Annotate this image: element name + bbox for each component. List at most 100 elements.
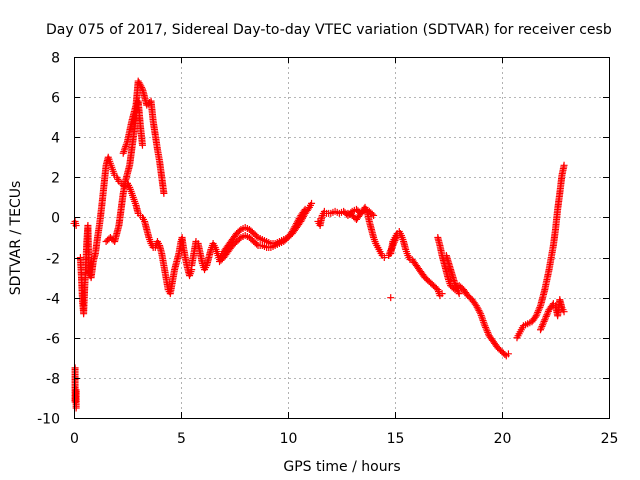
data-point <box>370 211 378 219</box>
data-point <box>291 223 299 231</box>
data-point <box>294 216 302 224</box>
data-point <box>119 149 127 157</box>
data-point <box>300 207 308 215</box>
data-point <box>484 328 492 336</box>
data-point <box>543 311 551 319</box>
data-point <box>544 309 552 317</box>
data-point <box>385 252 393 260</box>
data-point <box>390 238 398 246</box>
data-point <box>438 290 446 298</box>
data-point <box>480 318 488 326</box>
data-point <box>134 77 142 85</box>
data-point <box>368 210 376 218</box>
data-point <box>387 247 395 255</box>
data-point <box>380 254 388 262</box>
data-point <box>385 250 393 258</box>
data-point <box>537 326 545 334</box>
data-point <box>120 146 128 154</box>
data-point <box>474 305 482 313</box>
data-point <box>123 139 131 147</box>
data-point <box>293 219 301 227</box>
data-point <box>504 350 512 358</box>
data-point <box>539 319 547 327</box>
data-point <box>121 144 129 152</box>
axis-ticks: 0 5 10 15 20 25 -10 -8 -6 -4 -2 0 2 4 6 8 <box>37 51 618 448</box>
data-point <box>393 231 401 239</box>
data-point <box>452 283 460 291</box>
data-point <box>72 404 80 412</box>
data-point <box>475 307 483 315</box>
data-point <box>533 310 541 318</box>
data-point <box>454 288 462 296</box>
x-tick-label: 5 <box>177 431 186 447</box>
data-point <box>451 280 459 288</box>
data-point <box>138 141 146 149</box>
data-point <box>539 321 547 329</box>
data-point <box>392 233 400 241</box>
data-point <box>391 237 399 245</box>
data-point <box>560 161 568 169</box>
data-point <box>389 242 397 250</box>
data-point <box>477 310 485 318</box>
data-point <box>120 148 128 156</box>
data-point <box>235 227 243 235</box>
y-tick-label: -6 <box>46 332 60 348</box>
data-point <box>386 248 394 256</box>
data-point <box>542 314 550 322</box>
data-point <box>301 205 309 213</box>
y-tick-label: -4 <box>46 292 60 308</box>
data-point <box>534 307 542 315</box>
data-point <box>534 308 542 316</box>
y-tick-label: 2 <box>51 171 60 187</box>
x-tick-label: 25 <box>601 431 619 447</box>
data-point <box>452 281 460 289</box>
data-point <box>295 215 303 223</box>
data-point <box>455 290 463 298</box>
y-tick-label: 4 <box>51 131 60 147</box>
y-axis-label: SDTVAR / TECUs <box>8 181 24 296</box>
data-point <box>390 240 398 248</box>
data-point <box>453 285 461 293</box>
y-tick-label: 0 <box>51 211 60 227</box>
data-point <box>293 218 301 226</box>
x-tick-label: 10 <box>280 431 298 447</box>
plot-border <box>74 57 610 419</box>
data-point <box>388 243 396 251</box>
data-point <box>292 221 300 229</box>
grid <box>74 57 609 418</box>
data-point <box>560 308 568 316</box>
data-point <box>480 320 488 328</box>
data-point <box>536 303 544 311</box>
data-point <box>253 232 261 240</box>
data-point <box>473 303 481 311</box>
y-tick-label: -8 <box>46 372 60 388</box>
y-tick-label: 6 <box>51 91 60 107</box>
data-point <box>235 235 243 243</box>
data-point <box>135 79 143 87</box>
data-point <box>478 315 486 323</box>
data-point <box>532 312 540 320</box>
y-tick-label: -10 <box>37 412 60 428</box>
data-point <box>289 226 297 234</box>
x-axis-label: GPS time / hours <box>283 459 400 475</box>
y-tick-label: -2 <box>46 252 60 268</box>
data-point <box>540 317 548 325</box>
data-series <box>70 77 568 412</box>
x-tick-label: 15 <box>387 431 405 447</box>
y-tick-label: 8 <box>51 51 60 67</box>
data-point <box>501 350 509 358</box>
chart-title: Day 075 of 2017, Sidereal Day-to-day VTE… <box>46 22 612 38</box>
data-point <box>476 308 484 316</box>
data-point <box>138 83 146 91</box>
data-point <box>72 221 80 229</box>
data-point <box>477 311 485 319</box>
data-point <box>482 325 490 333</box>
data-point <box>537 324 545 332</box>
data-point <box>160 189 168 197</box>
data-point <box>541 316 549 324</box>
data-point <box>479 317 487 325</box>
data-point <box>288 227 296 235</box>
data-point <box>136 80 144 88</box>
data-point <box>392 235 400 243</box>
